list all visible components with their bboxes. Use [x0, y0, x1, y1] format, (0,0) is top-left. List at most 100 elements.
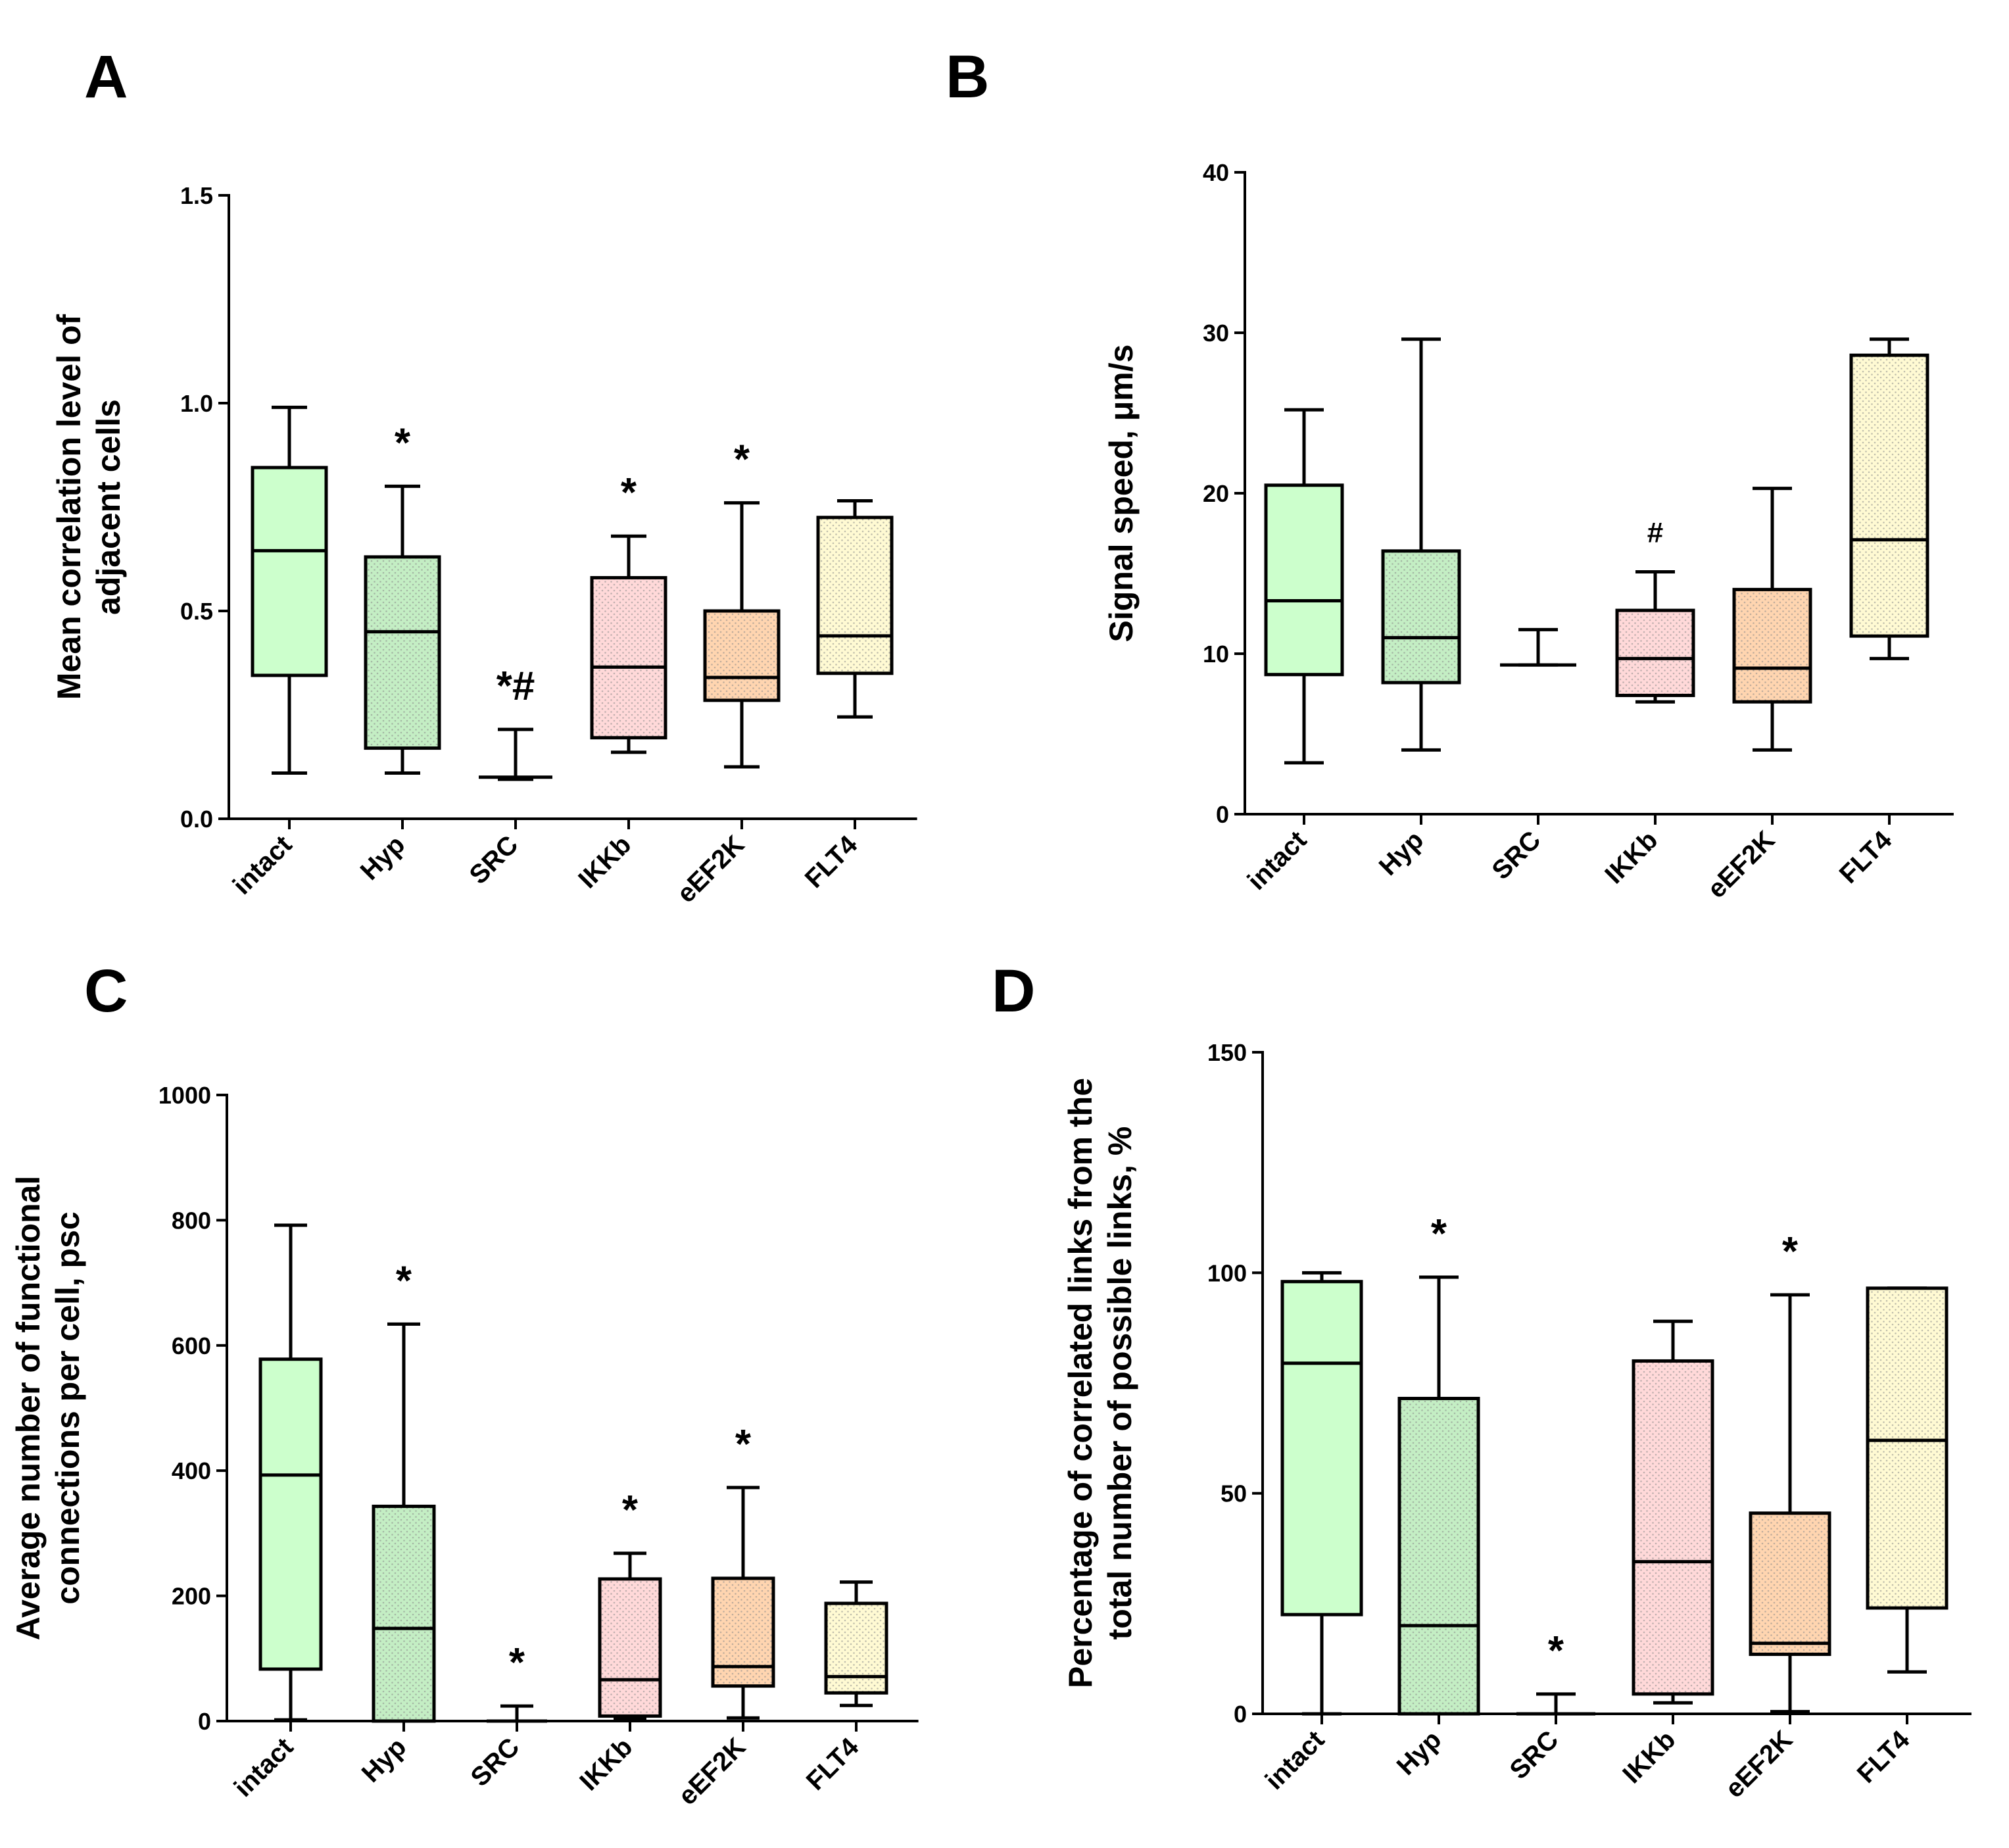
- y-tick-label: 100: [1207, 1259, 1247, 1286]
- box-outline: [364, 555, 441, 750]
- box-texture: [1399, 1398, 1478, 1714]
- box-outline: [1397, 1396, 1480, 1716]
- box-texture: [1634, 1361, 1712, 1694]
- category-label: Hyp: [356, 1732, 412, 1788]
- significance-marker: #: [1647, 517, 1663, 549]
- y-tick-label: 0.5: [180, 598, 213, 625]
- category-label: IKKb: [573, 830, 637, 894]
- category-label: SRC: [466, 1732, 525, 1792]
- box-texture: [1868, 1288, 1947, 1609]
- significance-marker: *: [509, 1640, 525, 1686]
- box-outline: [1615, 608, 1695, 697]
- y-tick-label: 1.0: [180, 390, 213, 417]
- y-tick-label: 30: [1203, 320, 1229, 347]
- panel-letter-a: A: [84, 43, 128, 110]
- category-label: eEF2K: [1720, 1725, 1798, 1803]
- y-axis-label: Mean correlation level of: [51, 314, 87, 700]
- category-label: eEF2K: [671, 830, 750, 908]
- box-outline: [824, 1601, 888, 1695]
- category-label: FLT4: [1852, 1725, 1916, 1789]
- significance-marker: *: [1548, 1628, 1564, 1674]
- box-fill: [1282, 1281, 1361, 1615]
- significance-marker: *#: [496, 664, 535, 709]
- y-tick-label: 50: [1221, 1480, 1247, 1507]
- significance-marker: *: [734, 437, 750, 483]
- panel-letter-c: C: [84, 958, 128, 1025]
- box-outline: [1280, 1280, 1363, 1617]
- chart-panel-b: 0 10 20 30 40 Signal speed, μm/s intact Hyp SRC I…: [1103, 159, 1954, 904]
- significance-marker: *: [396, 1258, 412, 1303]
- y-axis-label: connections per cell, psc: [49, 1211, 86, 1604]
- box-texture: [592, 577, 666, 738]
- category-label: Hyp: [1374, 825, 1430, 881]
- significance-marker: *: [395, 420, 411, 466]
- category-label: SRC: [464, 830, 524, 890]
- y-tick-label: 150: [1207, 1039, 1247, 1066]
- box-outline: [372, 1504, 436, 1723]
- category-label: intact: [229, 1732, 299, 1803]
- box-fill: [260, 1359, 321, 1669]
- chart-panel-a: 0.0 0.5 1.0 1.5 Mean correlation level of adj…: [51, 182, 917, 908]
- category-label: intact: [1260, 1725, 1330, 1795]
- box-texture: [374, 1506, 434, 1721]
- y-tick-label: 10: [1203, 641, 1229, 668]
- significance-marker: *: [622, 1488, 639, 1533]
- category-label: SRC: [1487, 825, 1547, 885]
- box-fill: [1266, 485, 1342, 675]
- y-tick-label: 40: [1203, 159, 1229, 186]
- box-outline: [711, 1576, 775, 1688]
- category-label: IKKb: [1599, 825, 1663, 889]
- y-tick-label: 0: [1216, 801, 1229, 828]
- y-axis-label: Percentage of correlated links from the: [1062, 1078, 1099, 1688]
- box-outline: [703, 609, 781, 702]
- y-tick-label: 1000: [158, 1082, 211, 1109]
- significance-marker: *: [1782, 1229, 1799, 1275]
- y-tick-label: 600: [172, 1332, 211, 1359]
- category-label: intact: [1242, 825, 1313, 896]
- box-outline: [1866, 1286, 1948, 1610]
- category-label: IKKb: [574, 1732, 638, 1796]
- box-fill: [253, 467, 326, 675]
- category-label: IKKb: [1617, 1725, 1681, 1789]
- category-label: FLT4: [1834, 825, 1898, 889]
- category-label: Hyp: [1392, 1725, 1447, 1781]
- category-label: eEF2K: [1702, 825, 1780, 904]
- box-texture: [705, 611, 779, 700]
- chart-panel-d: 0 50 100 150 Percentage of correlated links …: [1062, 1039, 1972, 1803]
- y-axis-label: Average number of functional: [10, 1176, 47, 1641]
- y-tick-label: 400: [172, 1457, 211, 1484]
- box-texture: [1851, 355, 1927, 637]
- box-outline: [258, 1357, 323, 1671]
- box-texture: [1383, 550, 1459, 683]
- significance-marker: *: [735, 1422, 752, 1467]
- y-tick-label: 800: [172, 1207, 211, 1234]
- box-texture: [600, 1578, 660, 1716]
- box-outline: [598, 1577, 662, 1718]
- box-texture: [1751, 1513, 1829, 1655]
- box-outline: [816, 516, 894, 675]
- y-tick-label: 0.0: [180, 806, 213, 833]
- y-axis-label: adjacent cells: [90, 399, 127, 615]
- box-outline: [251, 466, 328, 677]
- box-texture: [1734, 589, 1810, 702]
- box-texture: [1617, 610, 1693, 696]
- y-tick-label: 200: [172, 1583, 211, 1610]
- y-tick-label: 20: [1203, 480, 1229, 507]
- category-label: Hyp: [355, 830, 411, 886]
- box-texture: [818, 517, 892, 673]
- significance-marker: *: [1431, 1211, 1447, 1257]
- box-texture: [826, 1603, 886, 1693]
- category-label: eEF2K: [673, 1732, 751, 1811]
- significance-marker: *: [621, 470, 637, 516]
- y-axis-label: total number of possible links, %: [1101, 1127, 1138, 1640]
- y-axis-label: Signal speed, μm/s: [1103, 345, 1140, 643]
- box-outline: [1632, 1359, 1714, 1696]
- category-label: intact: [228, 830, 298, 900]
- box-outline: [1849, 353, 1929, 638]
- box-outline: [1381, 549, 1461, 685]
- y-tick-label: 0: [198, 1708, 211, 1735]
- box-outline: [1732, 587, 1812, 704]
- panel-letter-d: D: [992, 958, 1035, 1025]
- category-label: FLT4: [801, 1732, 865, 1796]
